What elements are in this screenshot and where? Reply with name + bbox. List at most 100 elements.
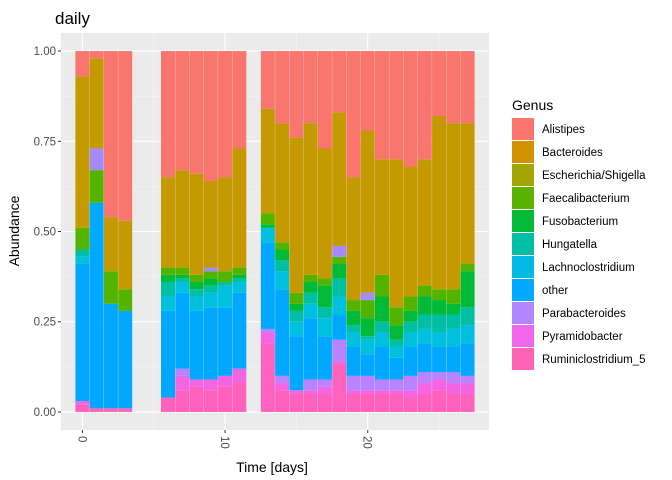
bar-segment <box>375 393 389 412</box>
bar-segment <box>75 76 90 228</box>
bar-segment <box>360 390 375 394</box>
bar-segment <box>460 271 475 308</box>
bar-segment <box>403 332 418 347</box>
bar-segment <box>89 58 104 149</box>
bar-segment <box>460 343 475 376</box>
bar-segment <box>417 343 432 373</box>
bar-segment <box>161 267 175 275</box>
bar-segment <box>446 51 461 124</box>
bar-segment <box>189 51 204 174</box>
bar-segment <box>346 332 361 347</box>
y-tick-label: 0.25 <box>34 317 56 329</box>
y-axis-title: Abundance <box>6 195 22 266</box>
axes: 0.00 0.25 0.50 0.75 1.00 0 10 20 <box>34 46 373 449</box>
bar-segment <box>403 390 418 398</box>
bar-segment <box>403 310 418 322</box>
bar-segment <box>175 282 190 293</box>
bar-segment <box>260 332 275 344</box>
bar-segment <box>89 408 104 412</box>
bar-segment <box>332 256 347 264</box>
chart-title: daily <box>55 9 90 28</box>
bar-segment <box>360 318 375 337</box>
bar-segment <box>346 177 361 301</box>
bar-segment <box>203 390 218 412</box>
bar-segment <box>189 173 204 275</box>
bar-segment <box>375 390 389 394</box>
bar-segment <box>346 346 361 376</box>
bar-segment <box>89 51 104 59</box>
bar-segment <box>317 386 332 394</box>
bar-segment <box>289 321 304 337</box>
bar-segment <box>389 393 404 412</box>
legend-swatch <box>512 118 534 140</box>
bar-segment <box>417 393 432 412</box>
bar-segment <box>275 390 290 412</box>
legend-swatch <box>512 302 534 324</box>
bar-segment <box>75 227 90 250</box>
bar-segment <box>203 285 218 293</box>
bar-segment <box>375 296 389 322</box>
bar-segment <box>161 51 175 178</box>
bar-segment <box>260 227 275 243</box>
bar-segment <box>389 339 404 347</box>
bar-segment <box>332 112 347 246</box>
bar-segment <box>118 289 133 311</box>
bar-segment <box>460 123 475 264</box>
bar-segment <box>403 321 418 333</box>
y-tick-label: 0.50 <box>34 227 56 239</box>
bar-segment <box>403 296 418 311</box>
bar-segment <box>161 310 175 398</box>
bar-segment <box>332 361 347 366</box>
bar-segment <box>218 285 233 308</box>
bar-segment <box>175 274 190 279</box>
legend-swatch <box>512 233 534 255</box>
bar-segment <box>275 123 290 243</box>
bar-segment <box>417 51 432 160</box>
bar-segment <box>203 271 218 279</box>
bar-segment <box>189 379 204 387</box>
bar-segment <box>360 51 375 131</box>
bar-segment <box>346 51 361 178</box>
bar-segment <box>218 51 233 178</box>
legend-label: Fusobacterium <box>542 216 618 228</box>
bar-segment <box>446 372 461 384</box>
bar-segment <box>289 303 304 311</box>
bar-segment <box>175 292 190 369</box>
legend-swatch <box>512 210 534 232</box>
bar-segment <box>460 393 475 412</box>
bar-segment <box>232 148 247 268</box>
bar-segment <box>432 314 447 333</box>
bar-segment <box>317 393 332 412</box>
bar-segment <box>317 148 332 279</box>
bar-segment <box>360 300 375 319</box>
bar-segment <box>460 375 475 384</box>
bar-segment <box>346 310 361 326</box>
bar-segment <box>289 137 304 293</box>
bar-segment <box>189 274 204 283</box>
bar-segment <box>346 325 361 333</box>
legend-label: other <box>542 285 568 297</box>
bar-segment <box>346 300 361 311</box>
bar-segment <box>303 51 318 124</box>
bar-segment <box>260 343 275 412</box>
bar-segment <box>417 314 432 329</box>
bar-segment <box>417 372 432 384</box>
legend-swatch <box>512 141 534 163</box>
bar-segment <box>232 267 247 275</box>
legend-label: Bacteroides <box>542 147 603 159</box>
bar-segment <box>446 289 461 304</box>
bar-segment <box>203 379 218 391</box>
bar-segment <box>432 379 447 391</box>
bar-segment <box>446 328 461 347</box>
bar-segment <box>89 148 104 171</box>
bar-segment <box>75 263 90 402</box>
bar-segment <box>260 108 275 214</box>
bar-segment <box>432 390 447 412</box>
bar-segment <box>389 379 404 391</box>
bar-segment <box>203 267 218 272</box>
bar-segment <box>161 274 175 283</box>
bar-segment <box>75 51 90 77</box>
bar-segment <box>317 278 332 286</box>
bar-segment <box>260 242 275 329</box>
bar-segment <box>103 408 118 412</box>
